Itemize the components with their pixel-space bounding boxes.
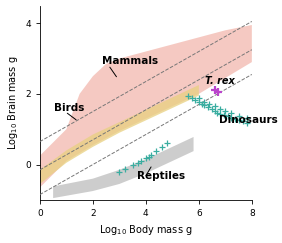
Point <box>202 100 206 104</box>
Point <box>218 107 222 111</box>
Polygon shape <box>53 137 193 198</box>
Point <box>144 156 148 160</box>
Point <box>226 114 230 118</box>
Point <box>232 117 237 121</box>
Polygon shape <box>40 25 252 188</box>
Point <box>117 170 122 174</box>
X-axis label: Log$_{10}$ Body mass g: Log$_{10}$ Body mass g <box>99 224 193 237</box>
Point <box>202 103 206 107</box>
Point <box>199 102 204 106</box>
Point <box>215 111 220 114</box>
Point <box>149 153 153 156</box>
Point <box>216 90 220 94</box>
Point <box>193 98 197 102</box>
Text: Birds: Birds <box>54 103 85 113</box>
Point <box>136 161 140 165</box>
Point <box>160 145 164 149</box>
Point <box>130 163 135 167</box>
Point <box>138 159 143 163</box>
Point <box>197 96 201 100</box>
Text: Dinosaurs: Dinosaurs <box>219 115 277 125</box>
Point <box>207 102 212 106</box>
Point <box>218 112 222 116</box>
Point <box>197 100 201 104</box>
Point <box>228 116 233 120</box>
Y-axis label: Log$_{10}$ Brain mass g: Log$_{10}$ Brain mass g <box>6 55 19 150</box>
Point <box>223 109 228 113</box>
Point <box>236 118 241 122</box>
Point <box>244 116 249 120</box>
Point <box>210 107 214 111</box>
Point <box>244 121 249 125</box>
Point <box>236 114 241 118</box>
Point <box>122 167 127 171</box>
Point <box>206 105 210 109</box>
Point <box>154 149 159 153</box>
Text: T. rex: T. rex <box>206 76 235 86</box>
Point <box>240 120 245 123</box>
Point <box>186 94 191 98</box>
Point <box>165 141 169 145</box>
Point <box>146 155 151 159</box>
Point <box>228 111 233 115</box>
Point <box>213 88 217 92</box>
Point <box>213 109 217 113</box>
Point <box>222 113 226 117</box>
Point <box>190 96 195 100</box>
Text: Reptiles: Reptiles <box>136 171 185 181</box>
Text: Mammals: Mammals <box>102 56 158 66</box>
Polygon shape <box>40 85 199 184</box>
Point <box>213 104 217 108</box>
